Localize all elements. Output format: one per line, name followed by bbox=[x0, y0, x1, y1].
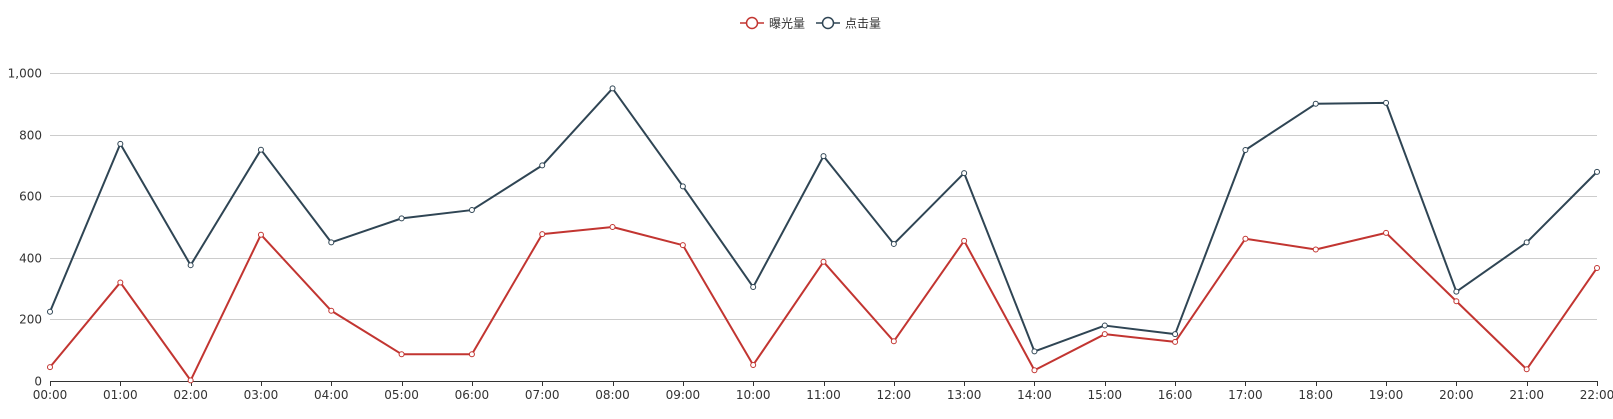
x-tick-label: 17:00 bbox=[1228, 388, 1263, 402]
x-tick-label: 07:00 bbox=[525, 388, 560, 402]
series-group bbox=[47, 85, 1600, 384]
data-point-1[interactable] bbox=[961, 170, 968, 177]
x-tick-label: 13:00 bbox=[947, 388, 982, 402]
x-tick-label: 22:00 bbox=[1580, 388, 1613, 402]
legend-item-clicks[interactable]: 点击量 bbox=[816, 17, 881, 31]
data-point-1[interactable] bbox=[820, 153, 827, 160]
data-point-0[interactable] bbox=[187, 377, 194, 384]
x-tick-label: 14:00 bbox=[1017, 388, 1052, 402]
x-tick-label: 05:00 bbox=[384, 388, 419, 402]
series-line-1 bbox=[49, 87, 1598, 353]
data-point-1[interactable] bbox=[890, 240, 897, 247]
data-point-0[interactable] bbox=[1453, 298, 1460, 305]
x-tick-label: 11:00 bbox=[806, 388, 841, 402]
y-tick-label: 0 bbox=[34, 375, 42, 389]
data-point-0[interactable] bbox=[117, 279, 124, 286]
legend[interactable]: 曝光量 点击量 bbox=[740, 17, 881, 31]
data-point-0[interactable] bbox=[398, 351, 405, 358]
x-tick-label: 12:00 bbox=[877, 388, 912, 402]
data-point-1[interactable] bbox=[117, 140, 124, 147]
y-tick-label: 1,000 bbox=[8, 67, 42, 81]
data-point-1[interactable] bbox=[398, 215, 405, 222]
data-point-1[interactable] bbox=[1242, 147, 1249, 153]
x-tick-label: 19:00 bbox=[1369, 388, 1404, 402]
series-line-0 bbox=[49, 226, 1598, 382]
data-point-1[interactable] bbox=[609, 85, 616, 92]
x-tick-label: 09:00 bbox=[666, 388, 701, 402]
data-point-1[interactable] bbox=[1594, 168, 1600, 175]
legend-label-clicks: 点击量 bbox=[845, 17, 881, 31]
x-tick-label: 08:00 bbox=[595, 388, 630, 402]
data-point-1[interactable] bbox=[1453, 288, 1460, 295]
data-point-1[interactable] bbox=[679, 183, 686, 190]
data-point-1[interactable] bbox=[47, 308, 53, 315]
x-tick-label: 21:00 bbox=[1509, 388, 1544, 402]
data-point-0[interactable] bbox=[961, 237, 968, 244]
data-point-0[interactable] bbox=[609, 224, 616, 230]
x-tick-label: 20:00 bbox=[1439, 388, 1474, 402]
data-point-1[interactable] bbox=[187, 262, 194, 269]
y-tick-label: 800 bbox=[19, 129, 42, 143]
data-point-0[interactable] bbox=[1312, 246, 1319, 253]
x-tick-label: 03:00 bbox=[244, 388, 279, 402]
data-point-0[interactable] bbox=[257, 231, 264, 238]
data-point-0[interactable] bbox=[679, 242, 686, 249]
data-point-0[interactable] bbox=[820, 258, 827, 265]
data-point-1[interactable] bbox=[539, 162, 546, 169]
axes: 0 200 400 600 800 1,000 00:00 01:00 02:00 03:00 04… bbox=[8, 67, 1613, 403]
legend-item-exposure[interactable]: 曝光量 bbox=[740, 17, 805, 31]
data-point-1[interactable] bbox=[468, 207, 475, 214]
data-point-1[interactable] bbox=[750, 284, 757, 291]
legend-label-exposure: 曝光量 bbox=[769, 17, 805, 31]
data-point-1[interactable] bbox=[257, 146, 264, 153]
data-point-1[interactable] bbox=[1523, 239, 1530, 246]
x-tick-label: 16:00 bbox=[1158, 388, 1193, 402]
data-point-0[interactable] bbox=[1383, 229, 1390, 236]
data-point-0[interactable] bbox=[468, 351, 475, 358]
y-tick-label: 400 bbox=[19, 252, 42, 266]
y-tick-label: 600 bbox=[19, 190, 42, 204]
data-point-0[interactable] bbox=[1242, 235, 1249, 242]
data-point-1[interactable] bbox=[328, 239, 335, 246]
data-point-1[interactable] bbox=[1101, 322, 1108, 329]
data-point-0[interactable] bbox=[328, 307, 335, 314]
data-point-1[interactable] bbox=[1172, 331, 1179, 338]
x-tick-label: 18:00 bbox=[1298, 388, 1333, 402]
x-tick-label: 10:00 bbox=[736, 388, 771, 402]
x-tick-label: 01:00 bbox=[103, 388, 138, 402]
data-point-0[interactable] bbox=[1172, 338, 1179, 345]
data-point-1[interactable] bbox=[1031, 348, 1038, 355]
data-point-1[interactable] bbox=[1312, 100, 1319, 107]
x-tick-label: 02:00 bbox=[173, 388, 208, 402]
data-point-0[interactable] bbox=[1031, 367, 1038, 374]
y-tick-label: 200 bbox=[19, 313, 42, 327]
x-tick-label: 04:00 bbox=[314, 388, 349, 402]
x-tick-label: 06:00 bbox=[455, 388, 490, 402]
data-point-1[interactable] bbox=[1383, 99, 1390, 106]
data-point-0[interactable] bbox=[47, 364, 53, 371]
x-tick-label: 00:00 bbox=[33, 388, 68, 402]
data-point-0[interactable] bbox=[750, 361, 757, 368]
data-point-0[interactable] bbox=[1523, 366, 1530, 373]
data-point-0[interactable] bbox=[539, 231, 546, 238]
y-gridlines bbox=[50, 73, 1597, 320]
data-point-0[interactable] bbox=[890, 338, 897, 345]
x-tick-label: 15:00 bbox=[1087, 388, 1122, 402]
data-point-0[interactable] bbox=[1594, 264, 1600, 271]
data-point-0[interactable] bbox=[1101, 331, 1108, 338]
